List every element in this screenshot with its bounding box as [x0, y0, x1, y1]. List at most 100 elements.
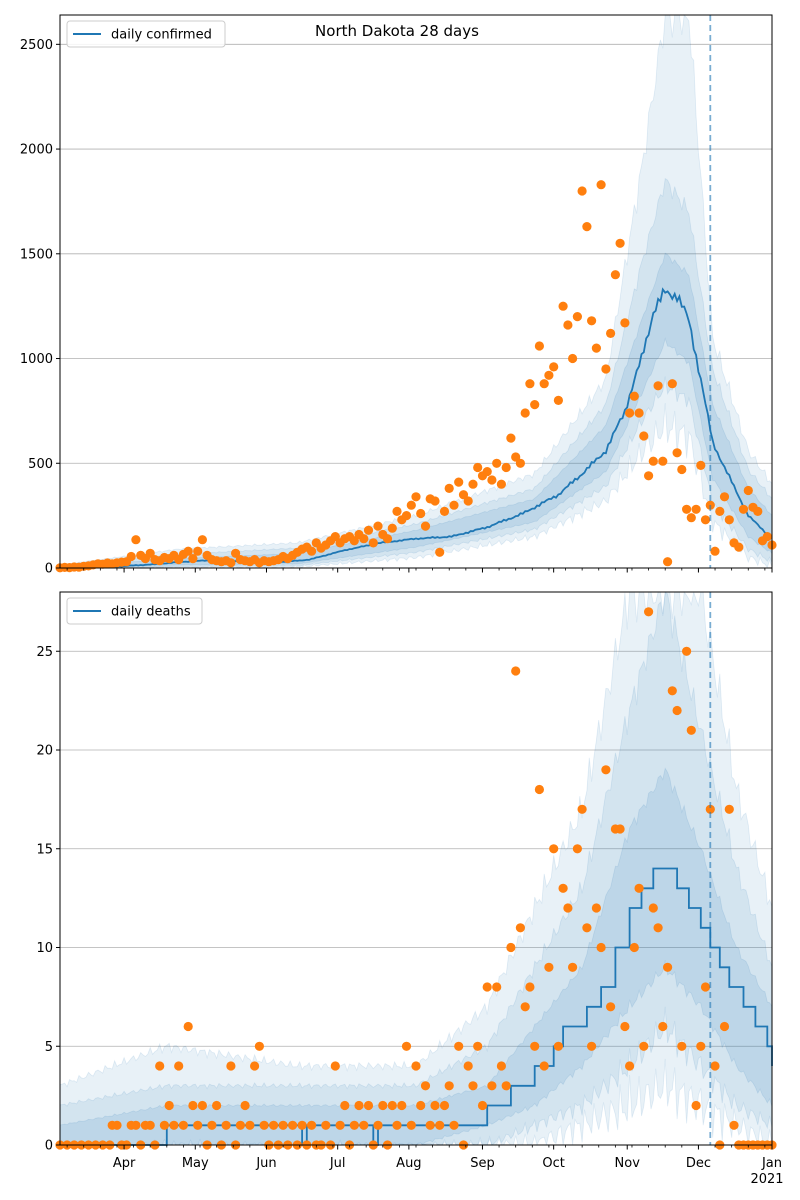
confirmed-observed-point [515, 458, 526, 468]
deaths-observed-point [496, 1061, 506, 1071]
confirmed-y-tick-label: 2000 [20, 143, 53, 158]
deaths-observed-point [705, 804, 715, 814]
deaths-observed-point [193, 1120, 203, 1130]
confirmed-observed-point [382, 534, 393, 544]
deaths-observed-point [696, 1041, 706, 1051]
confirmed-observed-point [439, 506, 450, 516]
confirmed-observed-point [549, 362, 559, 372]
deaths-observed-point [477, 1100, 488, 1111]
deaths-observed-point [606, 1002, 616, 1012]
deaths-observed-point [378, 1100, 388, 1111]
deaths-observed-point [288, 1120, 298, 1130]
deaths-observed-point [653, 923, 663, 933]
confirmed-observed-point [458, 490, 469, 500]
deaths-observed-point [387, 1100, 397, 1111]
deaths-observed-point [587, 1041, 597, 1051]
deaths-x-tick-label: Apr [113, 1156, 136, 1171]
confirmed-observed-point [473, 462, 483, 473]
deaths-observed-point [677, 1041, 687, 1051]
deaths-observed-point [724, 804, 734, 814]
deaths-observed-point [601, 765, 611, 775]
deaths-observed-point [439, 1100, 450, 1111]
deaths-observed-point [240, 1100, 250, 1111]
deaths-legend-label: daily deaths [111, 605, 191, 620]
confirmed-panel: 0 500 1000 1500 2000 2500 daily confirmed Nor… [20, 14, 777, 577]
deaths-observed-point [686, 725, 696, 735]
deaths-observed-point [515, 923, 526, 933]
deaths-observed-point [487, 1081, 497, 1091]
confirmed-observed-point [197, 535, 207, 545]
confirmed-observed-point [468, 479, 478, 489]
confirmed-observed-point [700, 515, 711, 525]
confirmed-observed-point [715, 506, 725, 516]
deaths-observed-point [463, 1061, 473, 1071]
deaths-observed-point [501, 1081, 511, 1091]
deaths-observed-point [297, 1120, 307, 1130]
deaths-observed-point [207, 1120, 217, 1130]
deaths-observed-point [197, 1100, 207, 1111]
deaths-x-tick-label: Nov [615, 1156, 641, 1171]
deaths-observed-point [349, 1120, 359, 1130]
deaths-x-tick-label: Jan [761, 1156, 782, 1171]
confirmed-observed-point [411, 492, 421, 502]
confirmed-observed-point [534, 341, 545, 351]
deaths-y-tick-label: 10 [36, 941, 53, 956]
confirmed-observed-point [719, 492, 730, 502]
confirmed-observed-point [539, 379, 549, 389]
deaths-observed-point [625, 1061, 635, 1071]
deaths-x-tick-label: Jun [255, 1156, 276, 1171]
deaths-observed-point [568, 962, 578, 972]
confirmed-observed-point [349, 536, 359, 546]
deaths-observed-point [596, 942, 606, 953]
deaths-observed-point [373, 1120, 383, 1130]
confirmed-observed-point [644, 471, 654, 481]
confirmed-observed-point [131, 535, 141, 545]
confirmed-observed-point [658, 456, 668, 466]
confirmed-x-axis [66, 568, 773, 573]
chart-title: North Dakota 28 days [315, 22, 479, 40]
deaths-y-tick-label: 0 [45, 1139, 53, 1154]
deaths-observed-point [644, 607, 654, 617]
deaths-x-tick-label: Sep [470, 1156, 495, 1171]
confirmed-observed-point [387, 523, 397, 533]
confirmed-observed-point [435, 547, 445, 557]
confirmed-observed-point [672, 448, 682, 458]
confirmed-observed-point [629, 391, 639, 401]
deaths-observed-point [577, 804, 587, 814]
deaths-observed-point [544, 962, 554, 972]
deaths-x-axis: Apr May Jun Jul Aug Sep Oct Nov Dec Jan [66, 1145, 782, 1171]
confirmed-observed-point [373, 521, 383, 531]
confirmed-observed-point [193, 546, 203, 556]
deaths-observed-point [444, 1081, 454, 1091]
deaths-observed-point [269, 1120, 279, 1130]
deaths-observed-point [682, 646, 692, 656]
deaths-legend: daily deaths [66, 597, 203, 625]
confirmed-observed-point [482, 467, 492, 477]
confirmed-y-tick-label: 500 [28, 457, 53, 472]
deaths-observed-point [188, 1100, 198, 1111]
confirmed-observed-point [525, 379, 535, 389]
confirmed-y-tick-label: 0 [45, 562, 53, 577]
deaths-observed-point [212, 1100, 222, 1111]
deaths-observed-point [492, 982, 502, 992]
deaths-observed-point [335, 1120, 345, 1130]
deaths-observed-point [629, 942, 639, 953]
deaths-observed-point [221, 1120, 231, 1130]
deaths-observed-point [183, 1021, 193, 1032]
deaths-observed-point [667, 686, 677, 696]
deaths-observed-point [710, 1061, 720, 1071]
deaths-y-tick-label: 25 [36, 645, 53, 660]
deaths-observed-point [620, 1021, 630, 1032]
confirmed-observed-point [568, 353, 578, 364]
confirmed-observed-point [682, 504, 692, 514]
deaths-observed-point [235, 1120, 245, 1130]
confirmed-observed-point [663, 557, 673, 567]
deaths-observed-point [159, 1120, 169, 1130]
confirmed-observed-point [753, 506, 763, 516]
deaths-observed-point [648, 903, 658, 913]
confirmed-observed-point [511, 452, 521, 462]
deaths-median-line [60, 867, 773, 1146]
confirmed-observed-point [606, 328, 616, 338]
deaths-observed-point [473, 1041, 483, 1051]
confirmed-observed-point [653, 381, 663, 391]
